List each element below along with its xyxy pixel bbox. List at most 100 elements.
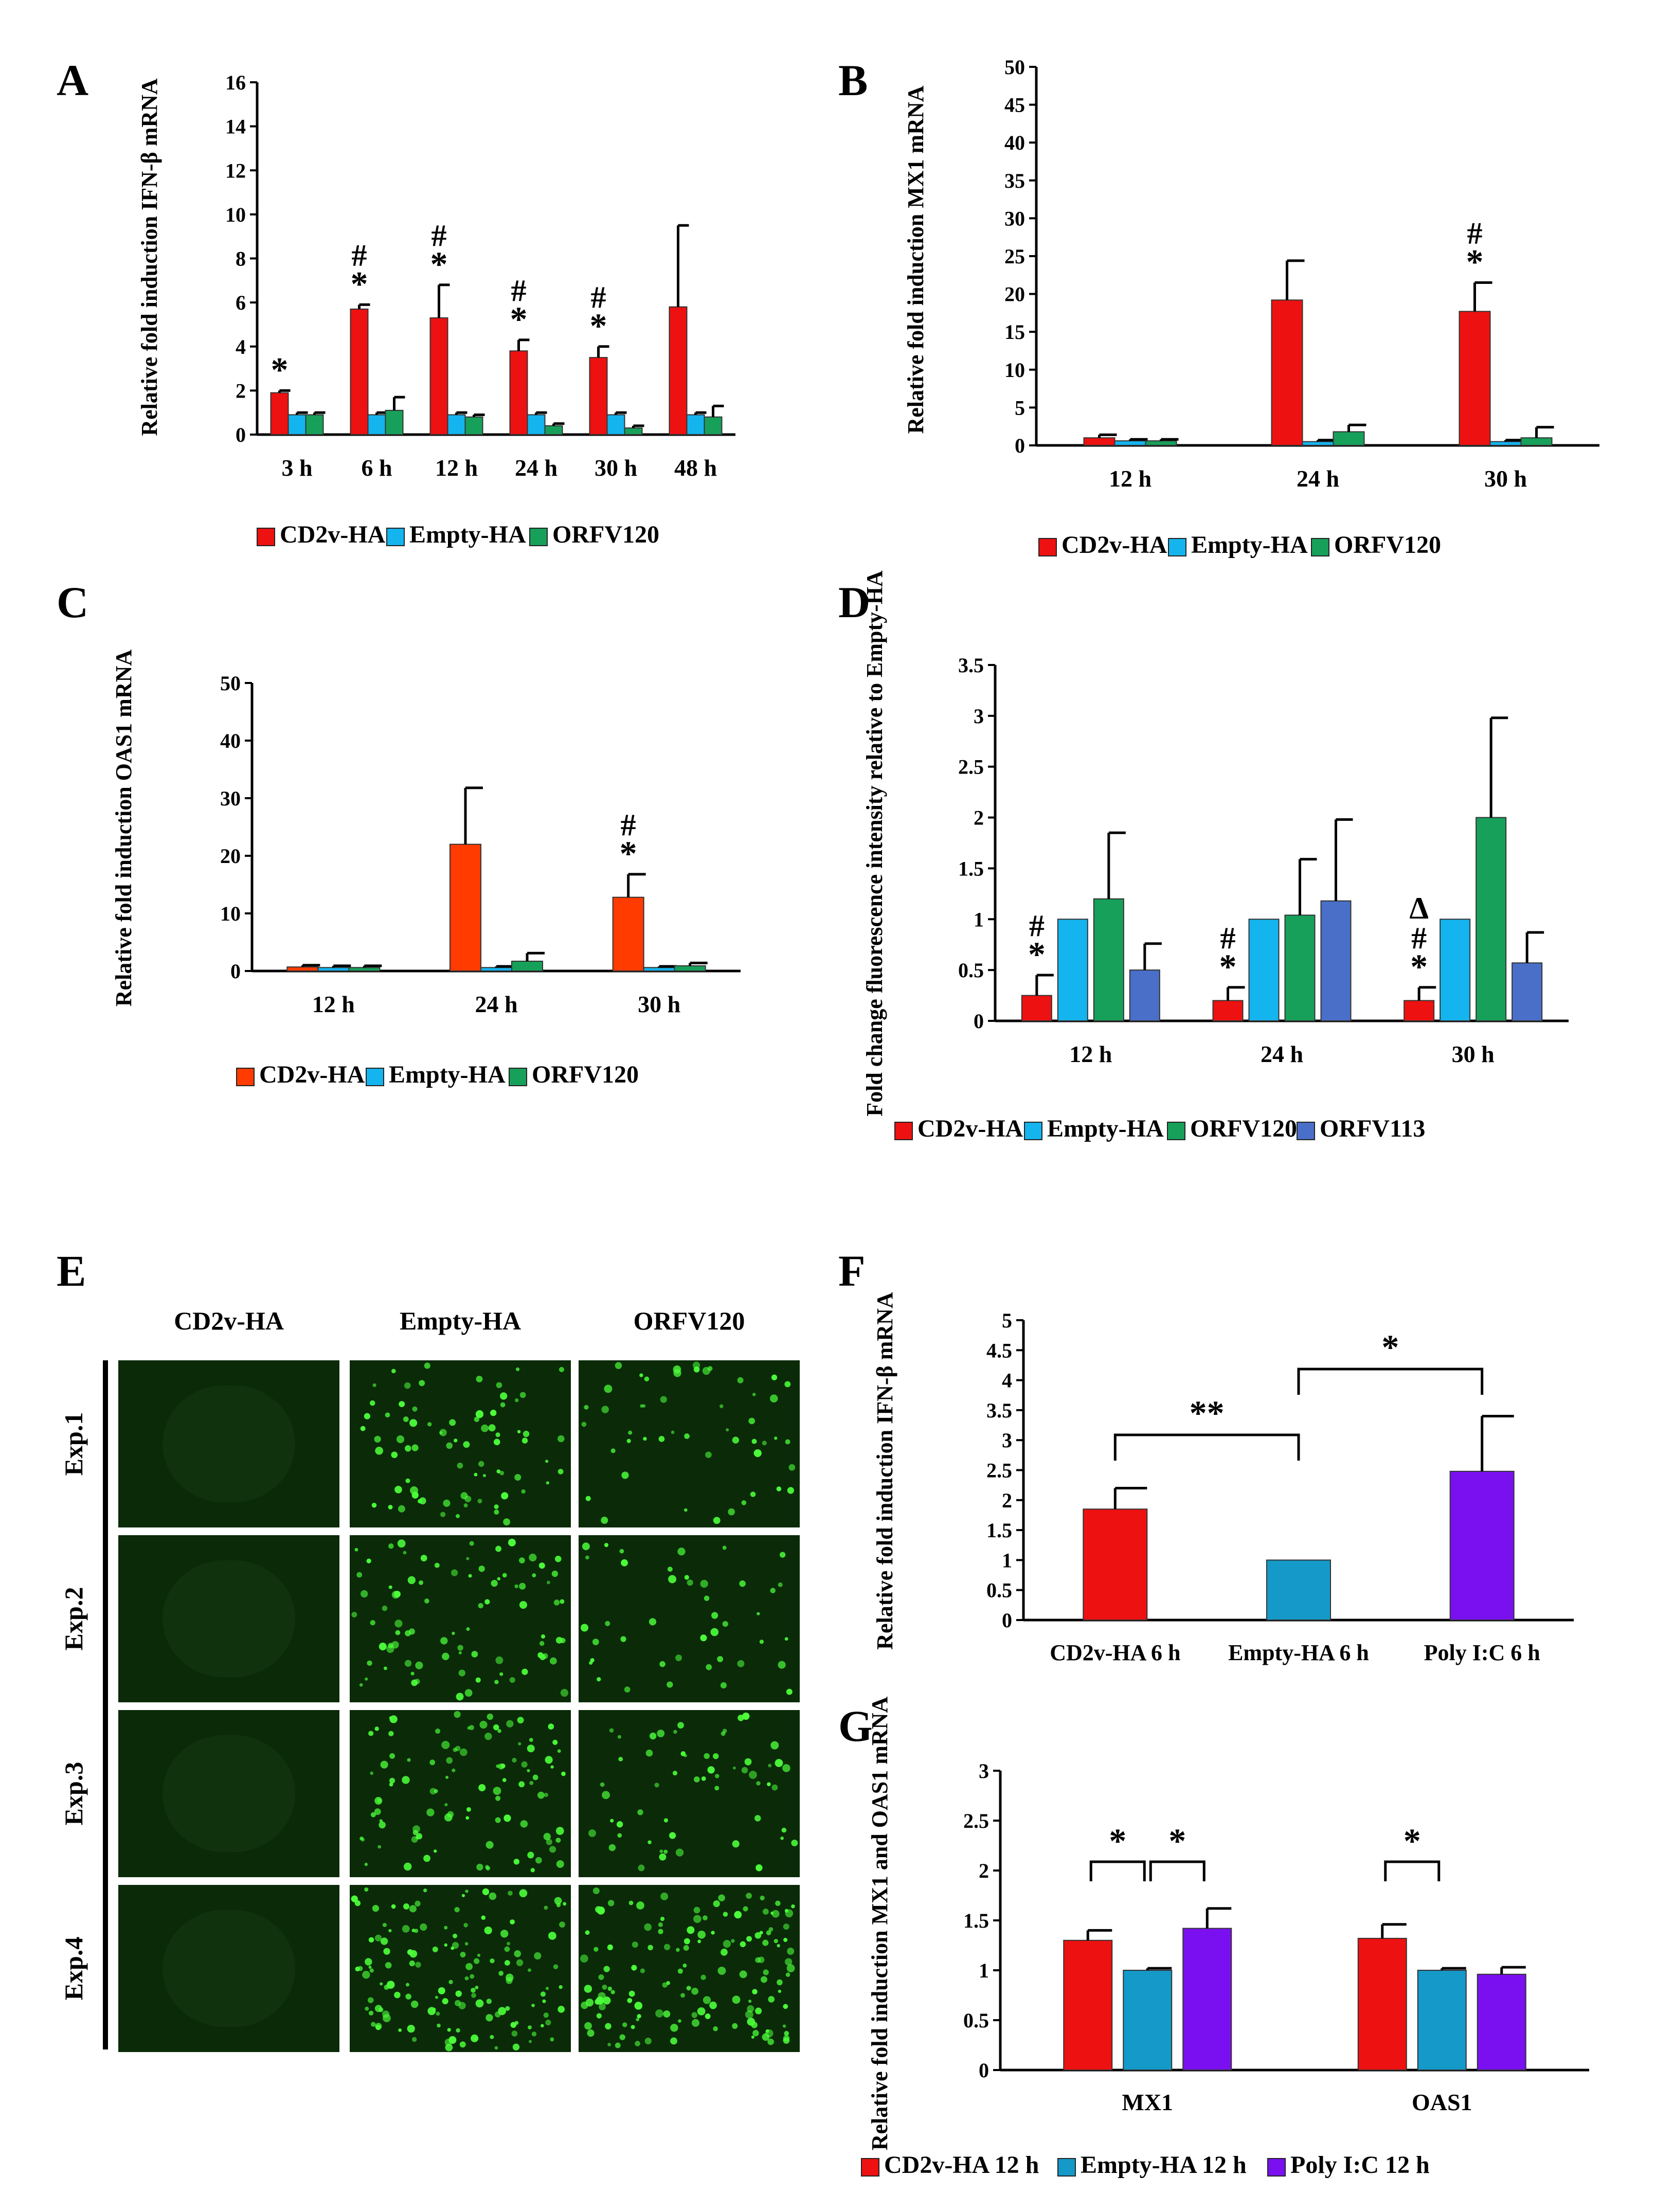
fluorescent-cell xyxy=(762,1441,767,1446)
x-tick-label: Poly I:C 6 h xyxy=(1424,1640,1540,1665)
y-axis-label: Relative fold induction IFN-β mRNA xyxy=(137,78,162,436)
fluorescent-cell xyxy=(750,1491,756,1497)
fluorescent-cell xyxy=(551,1570,559,1577)
fluorescent-cell xyxy=(746,1893,752,1899)
y-tick-label: 15 xyxy=(1004,320,1025,344)
legend-swatch xyxy=(236,1068,255,1086)
legend-label: CD2v-HA xyxy=(259,1061,365,1088)
legend-swatch xyxy=(1267,2158,1286,2177)
significance-bracket xyxy=(1297,1368,1484,1395)
fluorescent-cell xyxy=(432,1946,438,1952)
fluorescent-cell xyxy=(498,1763,505,1770)
fluorescent-cell xyxy=(737,1377,744,1383)
fluorescent-cell xyxy=(663,2010,671,2018)
significance-bracket xyxy=(1149,1860,1206,1881)
fluorescent-cell xyxy=(791,1839,798,1846)
fluorescent-cell xyxy=(749,1771,757,1779)
x-tick-label: 24 h xyxy=(515,455,557,481)
fluorescent-cell xyxy=(465,1816,470,1820)
legend-swatch xyxy=(386,528,405,546)
fluorescent-cell xyxy=(495,1545,502,1552)
x-tick-label: 30 h xyxy=(1452,1041,1495,1067)
row-label: Exp.1 xyxy=(59,1412,88,1476)
fluorescent-cell xyxy=(458,1651,462,1654)
fluorescent-cell xyxy=(555,1838,561,1843)
fluorescent-cell xyxy=(751,2022,758,2028)
fluorescent-cell xyxy=(691,2019,700,2027)
fluorescent-cell xyxy=(676,1948,680,1952)
fluorescent-cell xyxy=(680,1751,686,1756)
fluorescent-cell xyxy=(521,1489,526,1494)
fluorescent-cell xyxy=(540,1991,546,1997)
y-tick-label: 1.5 xyxy=(958,857,984,880)
fluorescent-cell xyxy=(615,1362,622,1369)
fluorescent-cell xyxy=(700,1579,708,1588)
fluorescent-cell xyxy=(635,2041,640,2046)
fluorescent-cell xyxy=(737,1660,745,1667)
fluorescent-cell xyxy=(466,1557,470,1560)
y-tick-label: 30 xyxy=(1004,207,1025,230)
fluorescent-cell xyxy=(537,1652,544,1658)
fluorescent-cell xyxy=(557,1435,565,1443)
fluorescent-cell xyxy=(636,1901,644,1910)
legend-swatch xyxy=(529,528,548,546)
x-tick-label: 6 h xyxy=(361,455,392,481)
significance-mark: # xyxy=(1029,909,1045,943)
significance-mark: ** xyxy=(1190,1393,1225,1432)
fluorescent-cell xyxy=(521,1668,528,1675)
fluorescent-cell xyxy=(644,1376,650,1382)
legend-label: Empty-HA xyxy=(1047,1115,1164,1142)
fluorescent-cell xyxy=(464,1689,473,1697)
fluorescent-cell xyxy=(628,1990,635,1997)
fluorescent-cell xyxy=(370,1771,374,1775)
fluorescent-cell xyxy=(649,1618,657,1626)
fluorescent-cell xyxy=(541,1634,546,1639)
fluorescent-cell xyxy=(559,1985,563,1989)
fluorescent-cell xyxy=(560,1638,566,1644)
fluorescent-cell xyxy=(490,1410,497,1416)
fluorescent-cell xyxy=(446,1442,453,1449)
fluorescent-cell xyxy=(455,1990,462,1997)
fluorescent-cell xyxy=(582,1542,590,1551)
fluorescent-cell xyxy=(380,1937,388,1945)
fluorescent-cell xyxy=(463,1441,470,1448)
fluorescent-cell xyxy=(494,1509,499,1515)
x-tick-label: 24 h xyxy=(475,991,517,1017)
fluorescent-cell xyxy=(535,1857,542,1864)
fluorescent-cell xyxy=(484,1926,492,1935)
fluorescent-cell xyxy=(605,2023,611,2030)
fluorescent-cell xyxy=(499,1470,505,1476)
y-tick-label: 3.5 xyxy=(958,654,984,677)
fluorescent-cell xyxy=(697,2007,706,2016)
fluorescent-cell xyxy=(514,1473,521,1481)
fluorescent-cell xyxy=(374,1934,382,1941)
fluorescent-cell xyxy=(404,1660,412,1667)
bar xyxy=(1520,437,1553,446)
fluorescent-cell xyxy=(553,1599,560,1606)
fluorescent-cell xyxy=(639,1373,643,1377)
fluorescent-cell xyxy=(440,1512,446,1517)
fluorescent-cell xyxy=(391,1904,396,1909)
fluorescent-cell xyxy=(609,1728,614,1733)
bar xyxy=(686,414,705,435)
bar xyxy=(643,967,675,972)
bar xyxy=(1266,1559,1331,1621)
fluorescent-cell xyxy=(354,1548,358,1552)
fluorescent-cell xyxy=(766,1930,771,1935)
bar xyxy=(1489,441,1522,446)
fluorescent-cell xyxy=(717,1966,726,1975)
bar xyxy=(1212,1000,1244,1022)
fluorescent-cell xyxy=(490,1958,495,1964)
fluorescent-cell xyxy=(469,1725,475,1731)
fluorescent-cell xyxy=(375,1446,384,1455)
y-tick-label: 16 xyxy=(225,71,246,94)
fluorescent-cell xyxy=(467,1726,471,1730)
fluorescent-cell xyxy=(683,1945,689,1951)
fluorescent-cell xyxy=(409,1419,418,1427)
fluorescent-cell xyxy=(554,1555,562,1562)
significance-mark: * xyxy=(590,306,607,345)
bar xyxy=(1440,919,1471,1022)
fluorescent-cell xyxy=(762,1909,769,1915)
fluorescent-cell xyxy=(502,1778,507,1783)
fluorescent-cell xyxy=(370,1812,376,1818)
